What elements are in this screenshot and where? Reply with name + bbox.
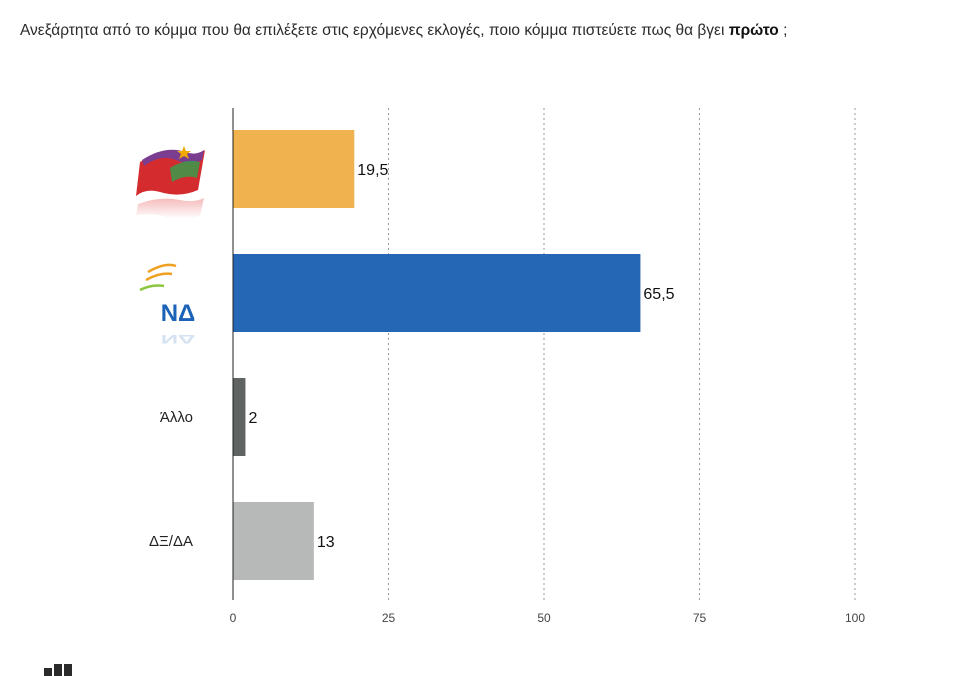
question-end: ;: [778, 22, 788, 39]
category-label: Άλλο: [160, 409, 193, 426]
category-label: ΔΞ/ΔΑ: [149, 533, 193, 550]
bars: [233, 130, 641, 580]
survey-question: Ανεξάρτητα από το κόμμα που θα επιλέξετε…: [20, 20, 950, 42]
nd-logo: ΝΔ ΝΔ: [139, 263, 196, 345]
data-label: 65,5: [643, 286, 674, 303]
bar-2: [233, 254, 641, 332]
nd-logo-text: ΝΔ: [161, 300, 196, 327]
grid: [388, 108, 856, 600]
bar-1: [233, 130, 355, 208]
nd-logo-reflection: ΝΔ: [161, 332, 196, 345]
x-tick-label: 0: [230, 611, 237, 625]
data-label: 13: [317, 534, 335, 551]
syriza-logo: [136, 146, 205, 219]
bar-4: [233, 502, 314, 580]
data-label: 2: [248, 410, 257, 427]
bar-3: [233, 378, 246, 456]
x-tick-label: 50: [537, 611, 551, 625]
x-tick-label: 25: [382, 611, 396, 625]
x-tick-label: 75: [693, 611, 707, 625]
question-text: Ανεξάρτητα από το κόμμα που θα επιλέξετε…: [20, 22, 729, 39]
question-emphasis: πρώτο: [728, 22, 779, 39]
brand-mark-partial: [44, 664, 80, 676]
data-label: 19,5: [357, 162, 388, 179]
labels: 0 25 50 75 100 19,5 65,5 2 Άλλο 13 ΔΞ/ΔΑ: [149, 162, 865, 625]
x-tick-label: 100: [845, 611, 865, 625]
